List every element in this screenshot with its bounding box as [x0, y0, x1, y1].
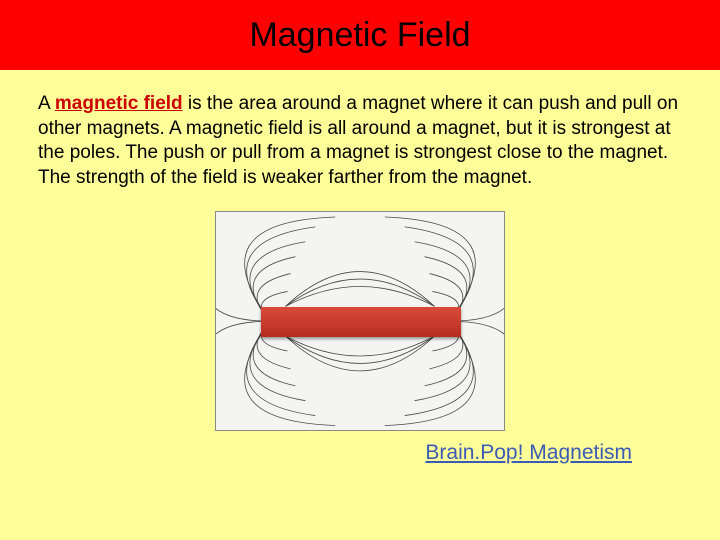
bar-magnet: [261, 307, 461, 337]
key-term: magnetic field: [55, 93, 183, 114]
link-row: Brain.Pop! Magnetism: [38, 441, 682, 465]
page-title: Magnetic Field: [249, 16, 470, 55]
body-paragraph: A magnetic field is the area around a ma…: [38, 92, 682, 191]
brainpop-link[interactable]: Brain.Pop! Magnetism: [425, 441, 632, 464]
content-area: A magnetic field is the area around a ma…: [0, 70, 720, 465]
body-prefix: A: [38, 93, 55, 114]
magnetic-field-figure: [215, 211, 505, 431]
figure-container: [38, 211, 682, 431]
title-bar: Magnetic Field: [0, 0, 720, 70]
